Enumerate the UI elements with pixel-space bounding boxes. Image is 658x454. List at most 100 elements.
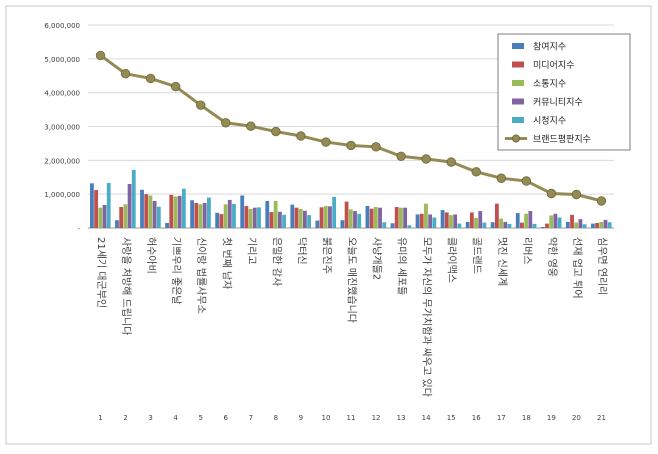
bar-4-19 (553, 213, 558, 228)
bar-1-16 (465, 221, 470, 228)
x-category-label: 붉은진주 (320, 237, 332, 274)
bar-3-7 (248, 209, 253, 228)
y-tick-label: 6,000,000 (44, 22, 80, 30)
bar-5-19 (557, 217, 562, 228)
x-category-label: 기리고 (245, 237, 257, 265)
bar-5-15 (457, 223, 462, 228)
line-point-6 (221, 118, 231, 128)
bar-2-4 (169, 194, 174, 228)
bar-5-21 (607, 222, 612, 228)
bar-4-9 (303, 210, 307, 228)
bar-3-10 (323, 206, 328, 228)
x-category-label: 모두가 자신의 무가치함과 싸우고 있다 (421, 237, 433, 397)
line-point-8 (271, 126, 281, 137)
bar-1-21 (590, 223, 595, 228)
bar-4-3 (152, 200, 157, 228)
bar-1-11 (340, 220, 345, 228)
bar-3-12 (373, 207, 378, 228)
x-category-label: 은밀한 감사 (270, 237, 282, 286)
bar-1-15 (440, 210, 445, 228)
bar-3-5 (198, 204, 203, 228)
bar-3-20 (574, 222, 579, 228)
bar-1-9 (290, 204, 295, 228)
x-number-label: 16 (472, 414, 481, 422)
x-number-label: 2 (123, 414, 127, 422)
x-category-label: 리버스 (521, 237, 533, 265)
x-number-label: 4 (173, 414, 178, 422)
x-category-label: 약한 영웅 (546, 237, 558, 277)
bar-4-12 (378, 207, 382, 228)
bar-2-1 (94, 190, 99, 228)
bar-1-8 (265, 200, 270, 228)
bar-1-18 (515, 213, 520, 228)
bar-2-14 (419, 213, 424, 228)
line-point-4 (170, 81, 181, 92)
y-tick-label: 5,000,000 (44, 56, 80, 64)
bar-1-19 (540, 226, 545, 228)
bar-1-14 (415, 214, 420, 228)
bar-1-6 (215, 212, 220, 228)
bar-2-16 (469, 212, 474, 228)
x-number-label: 1 (98, 414, 102, 422)
y-tick-label: 3,000,000 (44, 124, 80, 132)
bar-2-7 (244, 206, 249, 228)
bar-5-12 (382, 222, 387, 228)
bar-5-9 (307, 215, 311, 228)
bar-5-5 (207, 197, 211, 228)
bar-3-15 (449, 215, 453, 228)
bar-1-3 (140, 189, 144, 228)
line-point-3 (145, 73, 156, 84)
bar-4-1 (102, 204, 107, 228)
y-tick-label: 2,000,000 (44, 157, 80, 165)
x-category-label: 기쁘우리 좋은날 (170, 237, 182, 305)
legend-swatch-4 (512, 98, 524, 105)
bar-3-16 (474, 217, 478, 228)
legend-box (497, 33, 631, 151)
line-point-21 (596, 196, 607, 206)
legend-label-5: 시청지수 (533, 116, 566, 127)
bar-4-2 (127, 184, 132, 228)
bar-2-15 (444, 212, 449, 228)
x-axis: 21세기 대군부인 1 사랑을 처방해 드립니다 2 허수아비 3 기쁘우리 좋은날 4 신이랑… (95, 237, 608, 422)
bar-4-8 (277, 211, 282, 228)
bar-4-14 (428, 214, 433, 228)
bar-4-5 (202, 202, 207, 228)
bar-3-11 (348, 209, 353, 228)
bar-4-18 (528, 211, 533, 228)
line-point-5 (196, 100, 206, 110)
bar-5-6 (232, 203, 236, 228)
bar-5-16 (482, 222, 487, 228)
x-category-label: 허수아비 (145, 237, 157, 274)
bar-3-18 (524, 213, 529, 228)
bar-1-20 (565, 221, 570, 228)
bar-3-13 (399, 207, 403, 228)
x-number-label: 9 (299, 414, 303, 422)
bar-2-11 (344, 201, 349, 228)
bar-3-2 (123, 204, 128, 228)
bar-5-10 (332, 196, 337, 228)
legend-swatch-3 (512, 80, 524, 86)
bar-4-6 (227, 199, 232, 228)
x-category-label: 골드랜드 (471, 237, 483, 274)
bar-2-6 (219, 214, 224, 228)
bar-5-4 (181, 188, 186, 228)
x-category-label: 심우면 연리리 (596, 237, 608, 295)
bar-5-1 (106, 183, 111, 228)
line-point-20 (571, 189, 582, 200)
bar-3-19 (549, 215, 554, 228)
line-point-17 (496, 173, 506, 183)
x-number-label: 20 (572, 414, 581, 422)
line-point-18 (521, 176, 532, 186)
line-point-15 (446, 157, 456, 167)
bar-3-8 (273, 200, 278, 228)
bar-5-13 (407, 225, 412, 228)
line-point-11 (346, 140, 356, 151)
bar-5-8 (282, 214, 286, 228)
line-point-12 (371, 142, 381, 152)
bar-1-2 (115, 220, 119, 228)
line-point-13 (396, 151, 406, 161)
x-number-label: 13 (397, 414, 406, 422)
x-category-label: 멋진 신세계 (496, 237, 508, 286)
